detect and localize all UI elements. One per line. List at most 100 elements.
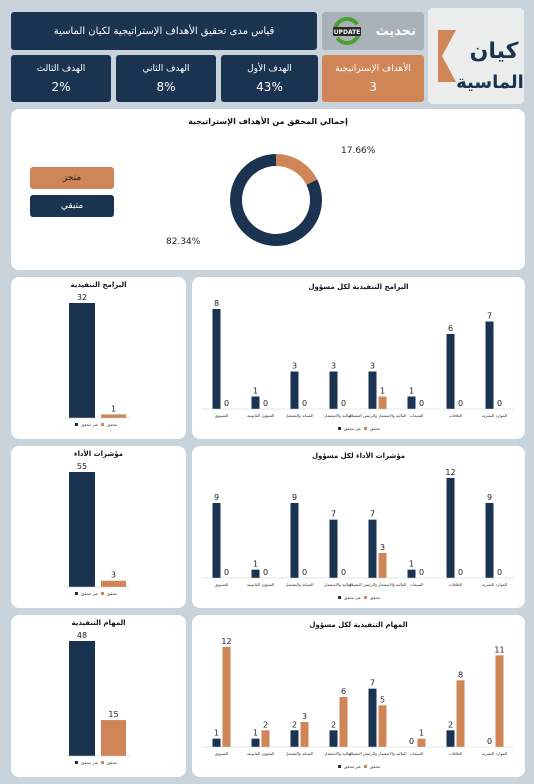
tasks-owner-bar-6-1 [261,730,270,747]
programs-total-bar-1 [101,414,126,418]
tasks-total-panel: المهام التنفيذية 48 15 غير محقق محقق [11,615,186,777]
programs-owner-value-7-1: 0 [224,399,229,408]
kpi-goal-1: الهدف الأول 43% [221,55,318,102]
kpis-owner-bar-4-0 [329,519,338,578]
tasks-owner-value-4-0: 2 [331,720,336,729]
tasks-owner-legend-swatch-0 [338,765,341,768]
company-logo: كيان الماسية [428,8,524,104]
kpis-total-title: مؤشرات الأداء [74,449,123,458]
kpis-owner-bar-7-0 [212,503,221,578]
tasks-owner-bar-4-0 [329,730,338,747]
programs-owner-bar-0-0 [485,321,494,409]
kpis-owner-value-6-1: 0 [263,568,268,577]
kpis-owner-value-5-0: 9 [292,493,297,502]
programs-owner-value-5-1: 0 [302,399,307,408]
programs-owner-category-5: الصيانة والتشغيل [286,413,314,418]
kpis-owner-value-0-0: 9 [487,493,492,502]
tasks-total-value-1: 15 [108,710,118,719]
kpis-owner-category-0: الموارد البشرية [482,582,507,587]
kpis-total-bar-1 [101,580,126,587]
legend-remaining-label: متبقي [60,201,84,211]
programs-owner-value-2-0: 1 [409,387,414,396]
tasks-owner-category-5: الصيانة والتشغيل [286,751,314,756]
kpis-owner-value-2-0: 1 [409,560,414,569]
tasks-owner-bar-5-0 [290,730,299,747]
kpis-owner-legend-label-1: محقق [370,595,380,600]
programs-owner-bar-4-0 [329,371,338,409]
programs-owner-value-2-1: 0 [419,399,424,408]
programs-owner-bar-3-1 [378,396,387,409]
kpis-owner-bar-2-0 [407,569,416,578]
tasks-owner-bar-7-1 [222,647,231,747]
tasks-owner-bar-3-0 [368,688,377,747]
tasks-total-value-0: 48 [77,631,87,640]
tasks-owner-bar-2-1 [417,738,426,747]
logo-mark: كيان الماسية [438,30,524,93]
donut-label-done: 17.66% [341,146,376,156]
kpis-owner-value-7-1: 0 [224,568,229,577]
donut-title: إجمالي المحقق من الأهداف الإستراتيجية [188,117,348,126]
kpi-goal-3-label: الهدف الثالث [36,63,86,74]
kpis-owner-value-7-0: 9 [214,493,219,502]
tasks-owner-legend-label-0: غير محقق [344,764,361,769]
programs-owner-value-4-0: 3 [331,362,336,371]
programs-by-owner-chart: البرامج التنفيذية لكل مسؤول 7 0 الموارد الب… [202,283,514,431]
kpi-strategic-goals: الأهداف الإستراتيجية 3 [322,55,424,102]
programs-owner-bar-2-0 [407,396,416,409]
programs-owner-value-3-1: 1 [380,387,385,396]
kpis-owner-value-6-0: 1 [253,560,258,569]
tasks-owner-category-6: الشؤون القانونية [247,751,274,756]
kpi-goal-3: الهدف الثالث 2% [11,55,111,102]
tasks-owner-bar-5-1 [300,722,309,747]
kpis-owner-value-5-1: 0 [302,568,307,577]
programs-owner-legend-label-0: غير محقق [344,426,361,431]
kpis-owner-category-4: المالية والاستثمار [323,582,352,587]
tasks-owner-bar-1-1 [456,680,465,747]
tasks-total-legend-label-0: غير محقق [81,760,98,765]
donut-slice-done [275,154,318,186]
kpis-total-chart: مؤشرات الأداء 55 3 غير محقق محقق [66,449,131,596]
tasks-total-chart: المهام التنفيذية 48 15 غير محقق محقق [66,619,131,765]
kpis-owner-value-3-0: 7 [370,510,375,519]
kpis-total-legend-label-1: محقق [107,591,117,596]
programs-by-owner-panel: البرامج التنفيذية لكل مسؤول 7 0 الموارد الب… [192,277,525,439]
tasks-owner-value-6-0: 1 [253,729,258,738]
donut-panel: إجمالي المحقق من الأهداف الإستراتيجية من… [11,109,525,270]
legend-remaining: متبقي [30,195,114,217]
tasks-owner-bar-1-0 [446,730,455,747]
kpis-owner-bar-3-0 [368,519,377,578]
programs-owner-legend-swatch-1 [364,427,367,430]
update-button[interactable]: UPDATE تحديث [322,12,424,50]
kpis-owner-bar-0-0 [485,503,494,578]
dashboard-title: قياس مدى تحقيق الأهداف الإستراتيجية لكيا… [11,12,317,50]
tasks-owner-value-1-1: 8 [458,670,463,679]
kpi-goal-2: الهدف الثاني 8% [116,55,216,102]
tasks-owner-category-2: المبيعات [410,751,424,756]
programs-owner-value-7-0: 8 [214,299,219,308]
kpis-by-owner-panel: مؤشرات الأداء لكل مسؤول 9 0 الموارد البشرية… [192,446,525,608]
tasks-total-legend-swatch-1 [101,761,104,764]
tasks-owner-bar-7-0 [212,738,221,747]
kpis-by-owner-chart: مؤشرات الأداء لكل مسؤول 9 0 الموارد البشرية… [202,451,514,600]
kpis-owner-value-0-1: 0 [497,568,502,577]
kpis-owner-category-2: المبيعات [410,582,424,587]
tasks-owner-bar-6-0 [251,738,260,747]
tasks-total-legend-label-1: محقق [107,760,117,765]
update-badge-text: UPDATE [334,29,361,36]
programs-total-title: البرامج التنفيذية [70,281,126,289]
tasks-owner-value-0-0: 0 [487,737,492,746]
tasks-owner-value-3-0: 7 [370,679,375,688]
tasks-owner-value-7-1: 12 [221,637,231,646]
tasks-owner-bar-0-1 [495,655,504,747]
programs-owner-category-0: الموارد البشرية [482,413,507,418]
kpis-owner-bar-6-0 [251,569,260,578]
logo-line2: الماسية [456,72,524,93]
programs-owner-bar-3-0 [368,371,377,409]
programs-owner-legend-swatch-0 [338,427,341,430]
kpis-owner-category-7: التسويق [215,582,229,587]
kpi-strategic-goals-label: الأهداف الإستراتيجية [335,63,411,74]
programs-owner-value-6-1: 0 [263,399,268,408]
programs-owner-bar-6-0 [251,396,260,409]
kpis-total-value-0: 55 [77,462,87,471]
